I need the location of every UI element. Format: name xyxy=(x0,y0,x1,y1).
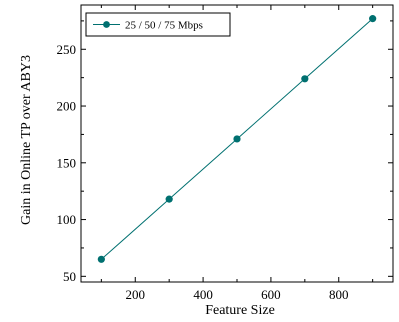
x-tick-label: 600 xyxy=(261,287,281,302)
y-tick-label: 200 xyxy=(57,99,77,114)
x-tick-label: 800 xyxy=(329,287,349,302)
x-axis-title: Feature Size xyxy=(205,303,275,318)
data-point xyxy=(301,75,309,83)
plot-frame xyxy=(80,4,394,283)
data-point xyxy=(165,195,173,203)
plot-area xyxy=(97,15,377,263)
x-tick-label: 200 xyxy=(126,287,146,302)
legend-label: 25 / 50 / 75 Mbps xyxy=(125,20,203,32)
y-tick-label: 100 xyxy=(57,212,77,227)
data-point xyxy=(97,255,105,263)
y-tick-label: 250 xyxy=(57,42,77,57)
axes: 200 400 600 800 50 100 150 200 250 xyxy=(57,4,394,302)
y-tick-label: 150 xyxy=(57,155,77,170)
legend: 25 / 50 / 75 Mbps xyxy=(85,12,231,37)
data-point xyxy=(233,135,241,143)
y-tick-label: 50 xyxy=(63,269,76,284)
y-axis-title: Gain in Online TP over ABY3 xyxy=(19,55,34,225)
data-point xyxy=(369,15,377,23)
legend-marker xyxy=(103,21,110,28)
x-tick-label: 400 xyxy=(193,287,213,302)
legend-box xyxy=(85,12,231,37)
